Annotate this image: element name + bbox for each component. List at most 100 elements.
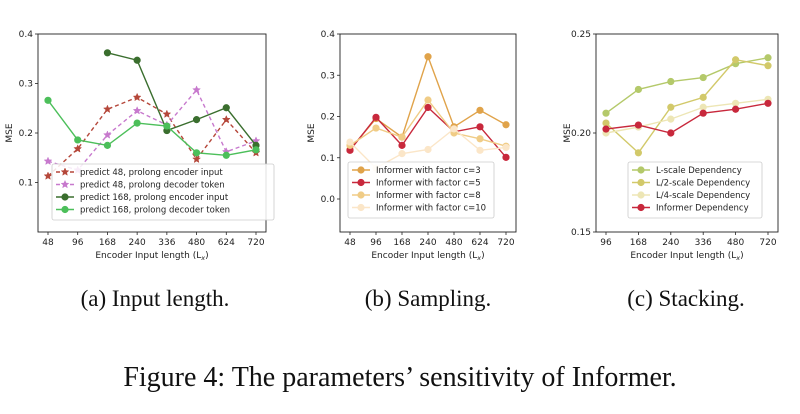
x-axis-label: Encoder Input length (Lx)	[371, 251, 484, 262]
x-tick-label: 48	[42, 238, 54, 248]
x-tick-label: 240	[129, 238, 146, 248]
data-point	[192, 116, 201, 124]
data-point	[222, 104, 230, 112]
series-line	[605, 98, 769, 134]
legend-entry: Informer with factor c=10	[376, 204, 486, 214]
legend-entry: predict 48, prolong decoder token	[80, 181, 225, 191]
legend-marker	[60, 179, 70, 189]
data-point	[73, 144, 83, 153]
legend: predict 48, prolong encoder input predict…	[51, 163, 275, 221]
series-3	[44, 96, 260, 159]
legend-box	[51, 163, 275, 221]
series-1	[602, 56, 772, 157]
x-tick-label: 720	[247, 238, 264, 248]
y-tick-label: 0.4	[321, 30, 336, 40]
data-point	[667, 115, 675, 123]
subfigure-caption: (a) Input length.	[81, 286, 230, 311]
data-point	[398, 133, 406, 141]
legend-entry: Informer Dependency	[656, 204, 749, 214]
figure-caption: Figure 4: The parameters’ sensitivity of…	[123, 362, 676, 393]
legend-marker	[61, 193, 69, 201]
data-point	[502, 143, 510, 152]
legend-marker	[357, 166, 365, 174]
data-point	[476, 135, 484, 143]
data-point	[103, 49, 112, 57]
data-point	[450, 125, 458, 133]
y-tick-label: 0.1	[19, 179, 33, 189]
data-point	[731, 105, 740, 113]
legend-marker	[637, 203, 645, 212]
x-tick-label: 480	[445, 238, 462, 248]
series-1	[43, 85, 261, 174]
x-tick-label: 96	[370, 238, 382, 248]
x-tick-label: 624	[218, 238, 235, 248]
x-tick-label: 168	[393, 238, 410, 248]
y-tick-label: 0.2	[19, 129, 33, 139]
data-point	[133, 119, 141, 127]
legend-marker	[637, 191, 645, 199]
data-point	[163, 122, 171, 130]
y-axis-label: MSE	[563, 123, 573, 142]
x-tick-label: 480	[188, 238, 205, 248]
y-tick-label: 0.2	[321, 113, 335, 123]
data-point	[602, 119, 610, 127]
data-point	[162, 109, 172, 118]
legend-marker	[637, 166, 645, 174]
data-point	[192, 85, 202, 94]
legend-box	[627, 161, 763, 219]
chart-panel-2: 0.15 0.20 0.25 96 168 240 336 480 720 MSE Encoder …	[563, 30, 779, 311]
data-point	[602, 109, 610, 117]
data-point	[764, 54, 772, 62]
y-tick-label: 0.25	[571, 30, 591, 40]
data-point	[699, 109, 707, 117]
data-point	[502, 121, 510, 129]
legend-entry: L/4-scale Dependency	[656, 191, 750, 201]
y-tick-label: 0.20	[571, 129, 591, 139]
data-point	[476, 146, 484, 154]
y-tick-label: 0.3	[19, 80, 33, 90]
y-tick-label: 0.4	[19, 30, 34, 40]
data-point	[731, 99, 740, 107]
legend-entry: predict 168, prolong encoder input	[80, 193, 229, 203]
y-tick-label: 0.15	[571, 228, 591, 238]
x-tick-label: 720	[759, 238, 776, 248]
data-point	[634, 121, 643, 129]
legend-entry: Informer with factor c=3	[376, 166, 481, 176]
series-0	[602, 54, 772, 117]
x-tick-label: 96	[72, 238, 84, 248]
legend-entry: Informer with factor c=5	[376, 179, 481, 189]
x-tick-label: 96	[600, 238, 612, 248]
data-point	[424, 145, 432, 154]
data-point	[502, 153, 510, 161]
data-point	[252, 146, 260, 154]
data-point	[398, 150, 406, 158]
series-line	[605, 57, 769, 114]
legend-entry: L-scale Dependency	[656, 166, 742, 176]
legend-marker	[637, 178, 645, 187]
legend-marker	[357, 178, 365, 187]
legend-entry: predict 168, prolong decoder token	[80, 206, 230, 216]
data-point	[667, 129, 675, 137]
data-point	[424, 103, 432, 112]
data-point	[346, 138, 354, 146]
data-point	[133, 56, 141, 64]
data-point	[602, 125, 610, 133]
legend-marker	[60, 167, 70, 176]
legend: L-scale Dependency L/2-scale Dependency L/…	[627, 161, 763, 219]
data-point	[132, 92, 142, 102]
x-tick-label: 168	[630, 238, 647, 248]
legend-entry: Informer with factor c=8	[376, 191, 481, 201]
legend-entry: L/2-scale Dependency	[656, 179, 750, 189]
data-point	[634, 85, 643, 94]
data-point	[43, 156, 53, 165]
legend-box	[347, 161, 495, 219]
y-axis-label: MSE	[307, 123, 317, 142]
data-point	[424, 96, 432, 104]
data-point	[667, 103, 675, 111]
series-line	[47, 99, 257, 156]
data-point	[667, 77, 675, 86]
data-point	[699, 93, 707, 101]
x-tick-label: 720	[497, 238, 514, 248]
legend: Informer with factor c=3 Informer with fa…	[347, 161, 495, 219]
